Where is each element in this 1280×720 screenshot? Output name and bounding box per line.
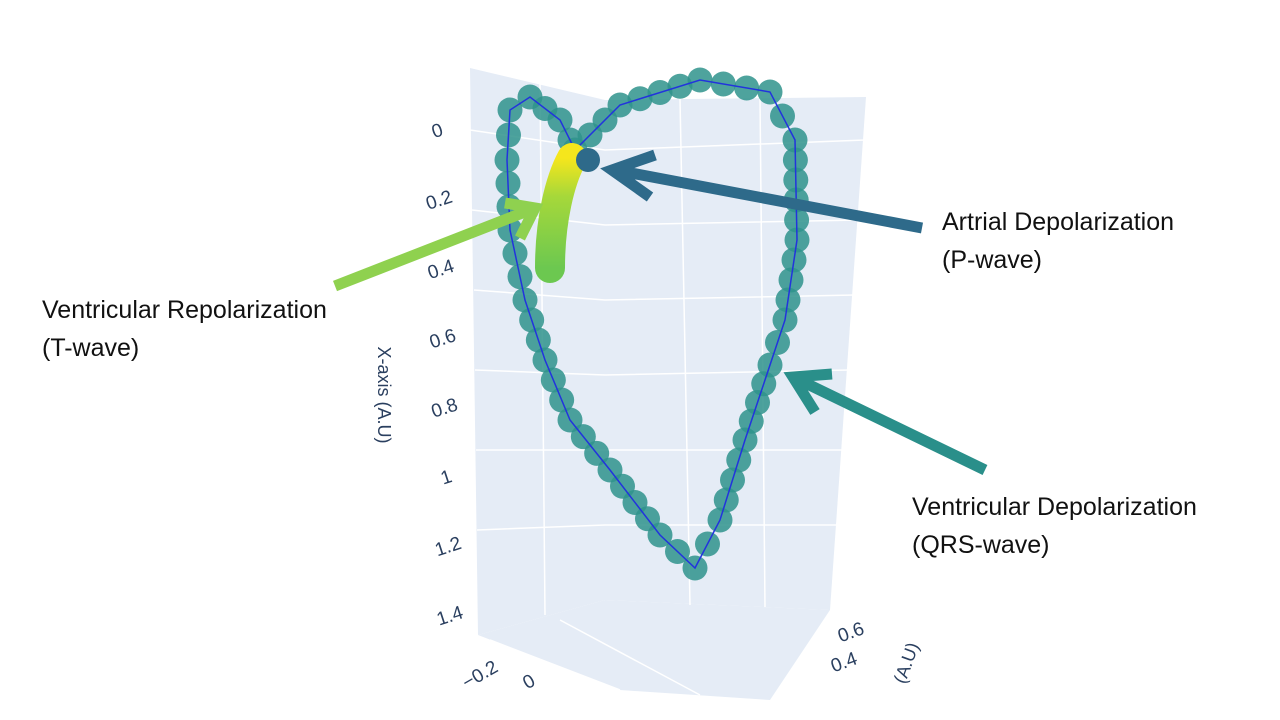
z-axis-title: (A.U) (890, 640, 923, 686)
x-tick-label: 1.2 (432, 533, 464, 561)
p-wave (576, 148, 600, 172)
z-tick-label: 0.4 (828, 648, 860, 677)
annotations: Artrial Depolarization (P-wave) Ventricula… (42, 208, 1197, 559)
annotation-text: (T-wave) (42, 334, 139, 362)
x-tick-label: 1 (438, 466, 455, 489)
x-tick-label: 0 (429, 120, 446, 143)
x-axis-title: X-axis (A.U) (374, 346, 394, 443)
annotation-text: Ventricular Depolarization (912, 493, 1197, 521)
annotation-text: Ventricular Repolarization (42, 296, 327, 324)
annotation-text: (P-wave) (942, 246, 1042, 274)
z-tick-label: 0.6 (835, 618, 867, 647)
t-wave (535, 143, 587, 283)
x-tick-label: 0.4 (425, 256, 457, 284)
vcg-loop (494, 67, 810, 581)
arrows (333, 149, 988, 475)
x-tick-label: 1.4 (434, 602, 466, 630)
y-tick-label: −0.2 (459, 657, 502, 694)
x-axis-title-text: X-axis (A.U) (374, 346, 394, 443)
x-tick-label: 0.8 (429, 395, 461, 423)
trace-line (506, 79, 798, 570)
x-tick-label: 0.6 (427, 325, 459, 353)
x-tick-label: 0.2 (423, 187, 455, 215)
y-tick-label: 0 (519, 670, 539, 693)
annotation-text: Artrial Depolarization (942, 208, 1174, 236)
annotation-text: (QRS-wave) (912, 531, 1050, 559)
